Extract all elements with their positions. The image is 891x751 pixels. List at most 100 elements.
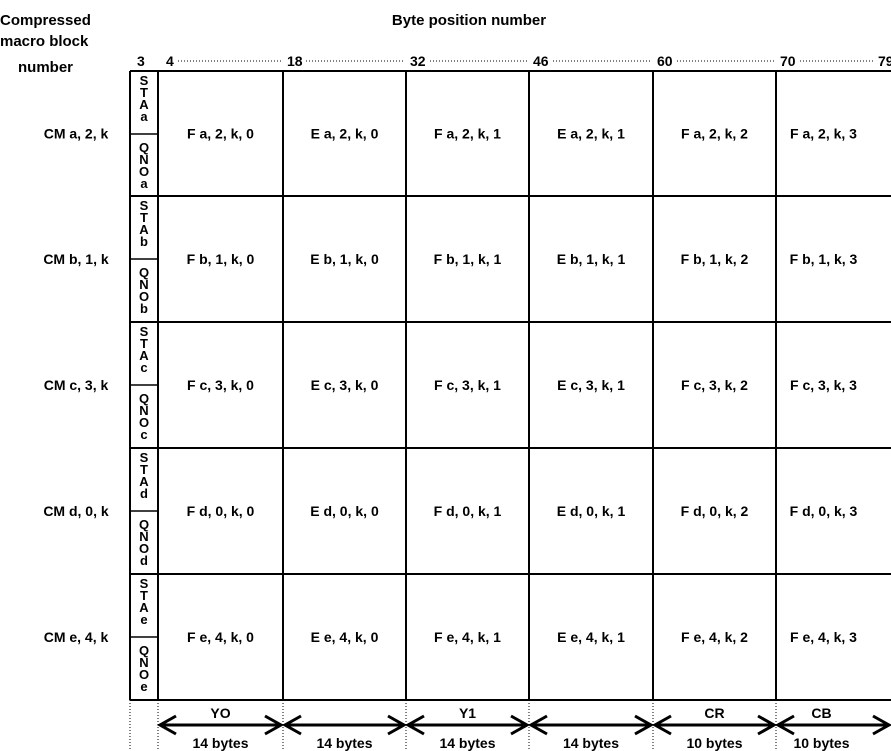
block-cell-text: F e, 4, k, 3 bbox=[790, 629, 857, 645]
qno-letter: N bbox=[139, 529, 148, 544]
byte-tick-label: 79 bbox=[878, 53, 891, 69]
segment-arrow-right bbox=[510, 714, 531, 736]
segment-arrow-left bbox=[774, 714, 795, 736]
qno-letter: N bbox=[139, 152, 148, 167]
block-cell-text: E c, 3, k, 0 bbox=[311, 377, 379, 393]
byte-segment-brackets: YO 14 bytes 14 bytes Y1 14 bytes 14 bytes CR 10… bbox=[156, 705, 891, 751]
segment-arrow-right bbox=[872, 714, 891, 736]
sta-letter: S bbox=[140, 73, 149, 88]
segment-arrow-left bbox=[404, 714, 425, 736]
qno-letter: c bbox=[140, 427, 147, 442]
qno-letter: N bbox=[139, 277, 148, 292]
segment-byte-size: 10 bytes bbox=[686, 735, 742, 751]
byte-tick-label: 4 bbox=[166, 53, 174, 69]
sta-letter: T bbox=[140, 588, 148, 603]
sta-letter: a bbox=[140, 109, 148, 124]
row-axis-title: Compressed macro block number bbox=[0, 12, 91, 76]
sta-letter: A bbox=[139, 97, 149, 112]
block-cell-text: F b, 1, k, 2 bbox=[681, 251, 749, 267]
segment-arrow-right bbox=[264, 714, 285, 736]
qno-letter: N bbox=[139, 655, 148, 670]
block-cell-text: E a, 2, k, 0 bbox=[311, 126, 379, 142]
block-cell-text: E c, 3, k, 1 bbox=[557, 377, 625, 393]
block-cell-text: F a, 2, k, 3 bbox=[790, 126, 857, 142]
qno-letter: O bbox=[139, 667, 149, 682]
block-cell-text: F d, 0, k, 3 bbox=[790, 503, 858, 519]
macro-block-labels: CM a, 2, k CM b, 1, k CM c, 3, k CM d, 0, k… bbox=[43, 126, 109, 646]
qno-letter: Q bbox=[139, 643, 149, 658]
sta-letter: A bbox=[139, 474, 149, 489]
byte-position-ticks: 3 4 18 32 46 60 70 79 bbox=[137, 53, 891, 69]
byte-grid bbox=[129, 70, 891, 751]
block-cell-text: E b, 1, k, 1 bbox=[557, 251, 626, 267]
block-cell-text: F b, 1, k, 1 bbox=[434, 251, 502, 267]
byte-tick-label: 70 bbox=[780, 53, 796, 69]
segment-arrow-right bbox=[757, 714, 778, 736]
sta-letter: A bbox=[139, 222, 149, 237]
block-cell-text: F c, 3, k, 0 bbox=[187, 377, 254, 393]
block-cell-text: E a, 2, k, 1 bbox=[557, 126, 625, 142]
sta-letter: S bbox=[140, 324, 149, 339]
byte-tick-label: 46 bbox=[533, 53, 549, 69]
block-cell-text: F a, 2, k, 0 bbox=[187, 126, 254, 142]
sta-letter: S bbox=[140, 576, 149, 591]
block-cell-text: F c, 3, k, 3 bbox=[790, 377, 857, 393]
segment-name: Y1 bbox=[459, 705, 476, 721]
sta-letter: c bbox=[140, 360, 147, 375]
segment-byte-size: 14 bytes bbox=[316, 735, 372, 751]
macro-block-label: CM b, 1, k bbox=[43, 251, 109, 267]
segment-name: YO bbox=[210, 705, 230, 721]
sta-letter: e bbox=[140, 612, 147, 627]
block-cell-text: E e, 4, k, 0 bbox=[311, 629, 379, 645]
sta-letter: T bbox=[140, 210, 148, 225]
byte-tick-label: 32 bbox=[410, 53, 426, 69]
byte-tick-label: 60 bbox=[657, 53, 673, 69]
block-cell-text: E b, 1, k, 0 bbox=[310, 251, 379, 267]
column-axis-title: Byte position number bbox=[392, 12, 546, 29]
segment-byte-size: 14 bytes bbox=[192, 735, 248, 751]
sta-letter: A bbox=[139, 348, 149, 363]
sta-letter: S bbox=[140, 198, 149, 213]
qno-letter: Q bbox=[139, 517, 149, 532]
block-cell-text: F a, 2, k, 1 bbox=[434, 126, 501, 142]
block-cell-text: F d, 0, k, 1 bbox=[434, 503, 502, 519]
sta-letter: T bbox=[140, 336, 148, 351]
macro-block-label: CM a, 2, k bbox=[44, 126, 109, 142]
block-cell-text: E d, 0, k, 1 bbox=[557, 503, 626, 519]
qno-letter: Q bbox=[139, 391, 149, 406]
qno-letter: O bbox=[139, 289, 149, 304]
block-cell-text: E e, 4, k, 1 bbox=[557, 629, 625, 645]
row-axis-title-line-1: Compressed bbox=[0, 12, 91, 29]
byte-tick-label: 18 bbox=[287, 53, 303, 69]
segment-byte-size: 10 bytes bbox=[793, 735, 849, 751]
segment-arrow-left bbox=[156, 714, 177, 736]
sta-letter: b bbox=[140, 234, 148, 249]
macro-block-label: CM d, 0, k bbox=[43, 503, 109, 519]
sta-letter: d bbox=[140, 486, 148, 501]
segment-arrow-left bbox=[281, 714, 302, 736]
segment-arrow-right bbox=[634, 714, 655, 736]
qno-letter: d bbox=[140, 553, 148, 568]
qno-letter: a bbox=[140, 176, 148, 191]
block-cell-text: F e, 4, k, 1 bbox=[434, 629, 501, 645]
macro-block-label: CM c, 3, k bbox=[44, 377, 109, 393]
row-axis-title-line-3: number bbox=[18, 59, 73, 76]
segment-arrow-left bbox=[527, 714, 548, 736]
sta-letter: S bbox=[140, 450, 149, 465]
qno-letter: N bbox=[139, 403, 148, 418]
block-cell-text: F a, 2, k, 2 bbox=[681, 126, 748, 142]
sta-letter: A bbox=[139, 600, 149, 615]
segment-name: CB bbox=[811, 705, 831, 721]
segment-arrow-right bbox=[387, 714, 408, 736]
qno-letter: Q bbox=[139, 265, 149, 280]
segment-arrow-left bbox=[651, 714, 672, 736]
block-cell-text: F b, 1, k, 0 bbox=[187, 251, 255, 267]
sta-letter: T bbox=[140, 85, 148, 100]
block-cell-text: F c, 3, k, 1 bbox=[434, 377, 501, 393]
qno-letter: O bbox=[139, 164, 149, 179]
qno-letter: Q bbox=[139, 140, 149, 155]
qno-letter: e bbox=[140, 679, 147, 694]
qno-letter: O bbox=[139, 415, 149, 430]
